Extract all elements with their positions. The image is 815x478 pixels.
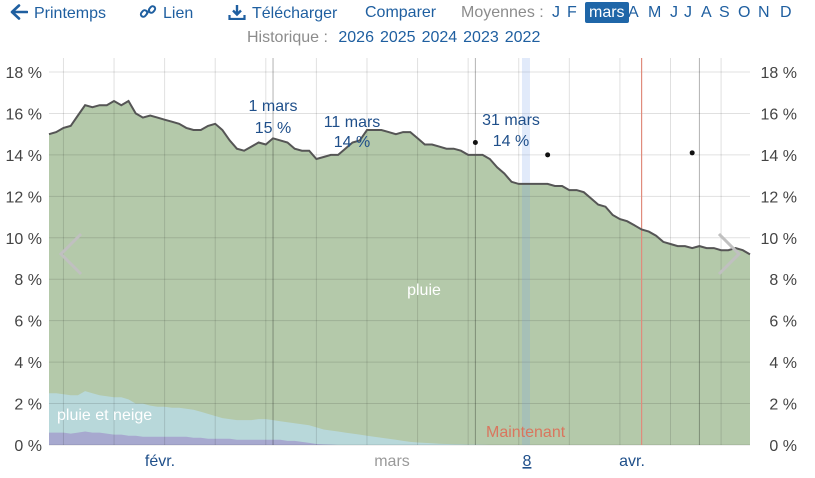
printemps-label: Printemps	[34, 5, 107, 22]
telecharger-link[interactable]: Télécharger	[228, 4, 337, 23]
annotation-date: 1 mars	[249, 98, 298, 115]
chart-labels: 1 mars 15 % 11 mars 14 % 31 mars 14 % pluie plu…	[57, 98, 566, 441]
month-7[interactable]: J	[684, 4, 692, 21]
annotation-value: 15 %	[255, 120, 291, 137]
annotation-value: 14 %	[334, 134, 370, 151]
y-tick-right: 12 %	[761, 189, 797, 206]
printemps-link[interactable]: Printemps	[10, 4, 106, 23]
comparer-link[interactable]: Comparer	[365, 4, 436, 22]
year-links: 2026 2025 2024 2023 2022	[332, 29, 540, 46]
series-label-pluie: pluie	[407, 282, 441, 299]
download-icon	[228, 5, 246, 20]
series-label-pluie-et-neige: pluie et neige	[57, 407, 152, 424]
month-1[interactable]: J	[552, 4, 560, 21]
next-arrow-icon[interactable]	[717, 232, 742, 276]
year-2024[interactable]: 2024	[421, 29, 458, 46]
neige-area	[49, 431, 339, 445]
month-10[interactable]: O	[738, 4, 751, 21]
month-2[interactable]: F	[567, 4, 577, 21]
y-tick-right: 4 %	[769, 355, 797, 372]
y-tick-right: 16 %	[761, 106, 797, 123]
annotation-point	[689, 150, 695, 156]
year-2025[interactable]: 2025	[379, 29, 416, 46]
arrow-left-icon	[10, 4, 28, 20]
annotation-point	[545, 152, 551, 158]
y-tick-left: 18 %	[6, 65, 42, 82]
month-6[interactable]: J	[670, 4, 678, 21]
y-tick-right: 14 %	[761, 148, 797, 165]
x-label-fevr: févr.	[145, 453, 175, 470]
month-4[interactable]: A	[628, 4, 639, 21]
prev-arrow-icon[interactable]	[58, 232, 83, 276]
chart-areas	[49, 101, 750, 445]
y-tick-right: 18 %	[761, 65, 797, 82]
x-label-avr: avr.	[619, 453, 645, 470]
y-tick-right: 6 %	[769, 314, 797, 331]
y-tick-left: 0 %	[14, 438, 42, 455]
y-tick-left: 12 %	[6, 189, 42, 206]
y-tick-left: 10 %	[6, 231, 42, 248]
historique-label: Historique :	[247, 29, 328, 46]
month-12[interactable]: D	[780, 4, 792, 21]
month-5[interactable]: M	[648, 4, 662, 21]
telecharger-label: Télécharger	[252, 5, 338, 22]
chart-overlays	[48, 58, 751, 445]
y-tick-right: 8 %	[769, 272, 797, 289]
annotation-value: 14 %	[493, 133, 529, 150]
x-label-selected-day[interactable]: 8	[523, 453, 532, 470]
toolbar: Printemps Lien Télécharger Comparer Moye…	[0, 0, 815, 46]
month-11[interactable]: N	[758, 4, 770, 21]
y-axis: 0 % 0 % 2 % 2 % 4 % 4 % 6 % 6 % 8 % 8 % 10 % 10 % 12…	[6, 65, 797, 455]
month-9[interactable]: S	[719, 4, 730, 21]
comparer-label: Comparer	[365, 4, 437, 21]
y-tick-left: 6 %	[14, 314, 42, 331]
y-tick-right: 2 %	[769, 397, 797, 414]
y-tick-left: 14 %	[6, 148, 42, 165]
x-axis: févr. 8 mars avr.	[145, 453, 645, 470]
pluie-et-neige-area	[49, 391, 490, 445]
lien-label: Lien	[163, 5, 194, 22]
y-tick-right: 10 %	[761, 231, 797, 248]
annotation-date: 11 mars	[324, 114, 381, 131]
month-3[interactable]: mars	[585, 2, 629, 23]
now-label: Maintenant	[486, 424, 566, 441]
year-2023[interactable]: 2023	[463, 29, 499, 46]
y-tick-right: 0 %	[769, 438, 797, 455]
selected-day-band	[521, 58, 530, 445]
month-8[interactable]: A	[701, 4, 712, 21]
lien-link[interactable]: Lien	[139, 4, 193, 23]
annotation-point	[472, 139, 478, 145]
total-line	[48, 99, 751, 256]
year-2022[interactable]: 2022	[504, 29, 541, 46]
y-tick-left: 2 %	[14, 397, 42, 414]
annotation-date: 31 mars	[482, 112, 540, 129]
link-icon	[139, 5, 157, 18]
year-2026[interactable]: 2026	[338, 29, 374, 46]
moyennes-label: Moyennes :	[461, 4, 544, 21]
y-tick-left: 8 %	[14, 272, 42, 289]
x-label-mars: mars	[374, 453, 410, 470]
historique-row: Historique : 2026 2025 2024 2023 2022	[247, 29, 540, 47]
y-tick-left: 4 %	[14, 355, 42, 372]
pluie-area	[49, 101, 750, 445]
y-tick-left: 16 %	[6, 106, 42, 123]
chart-grid	[49, 58, 750, 446]
